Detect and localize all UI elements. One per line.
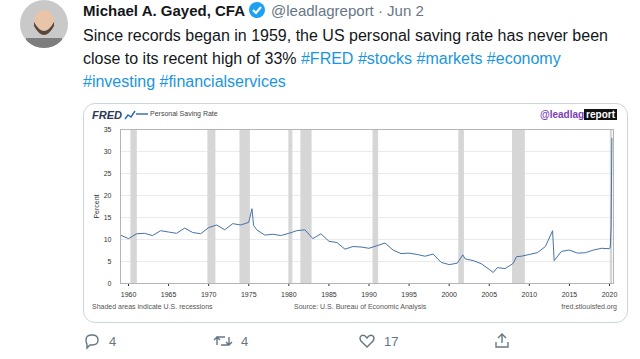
html-text:4: 4 xyxy=(109,333,117,349)
html-text:FRED: FRED xyxy=(92,109,122,121)
html-text:#investing #financialservices: #investing #financialservices xyxy=(83,73,286,90)
svg-text:0: 0 xyxy=(108,280,112,287)
svg-text:20: 20 xyxy=(104,192,112,199)
svg-text:30: 30 xyxy=(104,148,112,155)
svg-text:1995: 1995 xyxy=(401,291,417,298)
svg-text:25: 25 xyxy=(104,170,112,177)
html-text:4: 4 xyxy=(241,333,249,349)
svg-text:2015: 2015 xyxy=(562,291,578,298)
svg-text:1975: 1975 xyxy=(241,291,257,298)
svg-text:1960: 1960 xyxy=(121,291,137,298)
svg-text:1965: 1965 xyxy=(161,291,177,298)
html-text:Shaded areas indicate U.S. rec: Shaded areas indicate U.S. recessions xyxy=(92,303,213,310)
svg-text:10: 10 xyxy=(104,236,112,243)
html-text:Since records began in 1959, t: Since records began in 1959, the US pers… xyxy=(83,27,608,44)
svg-text:35: 35 xyxy=(104,126,112,133)
svg-text:2020: 2020 xyxy=(602,291,618,298)
html-text:close to its recent high of 33: close to its recent high of 33% #FRED #s… xyxy=(83,50,561,67)
svg-text:2005: 2005 xyxy=(481,291,497,298)
html-text:Source: U.S. Bureau of Economi: Source: U.S. Bureau of Economic Analysis xyxy=(294,303,427,310)
html-text:Michael A. Gayed, CFA: Michael A. Gayed, CFA xyxy=(83,1,245,19)
html-text:fred.stlouisfed.org: fred.stlouisfed.org xyxy=(561,303,617,310)
svg-text:5: 5 xyxy=(108,258,112,265)
svg-text:1990: 1990 xyxy=(361,291,377,298)
html-text:@leadlagreport · Jun 2: @leadlagreport · Jun 2 xyxy=(271,1,424,19)
svg-text:1985: 1985 xyxy=(321,291,337,298)
svg-text:2000: 2000 xyxy=(441,291,457,298)
html-text:Personal Saving Rate: Personal Saving Rate xyxy=(150,110,218,117)
svg-text:Percent: Percent xyxy=(93,194,100,218)
html-text:17: 17 xyxy=(384,333,399,349)
svg-text:1970: 1970 xyxy=(201,291,217,298)
svg-text:1980: 1980 xyxy=(281,291,297,298)
svg-text:2010: 2010 xyxy=(522,291,538,298)
svg-text:15: 15 xyxy=(104,214,112,221)
html-text:@leadlag report: @leadlag report xyxy=(539,109,615,120)
